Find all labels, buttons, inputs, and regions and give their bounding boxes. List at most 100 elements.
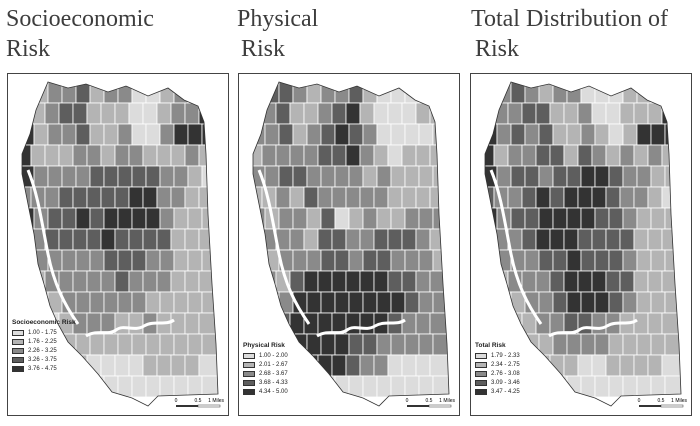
tract-class-3 <box>485 228 495 251</box>
tract-class-4 <box>348 123 364 146</box>
tract-class-2 <box>432 82 449 104</box>
tract-class-1 <box>580 375 596 398</box>
tract-class-2 <box>647 186 663 209</box>
tract-class-5 <box>538 207 554 230</box>
tract-class-2 <box>103 123 119 146</box>
tract-class-3 <box>507 186 523 209</box>
tract-class-3 <box>142 270 158 293</box>
tract-class-5 <box>292 375 308 398</box>
tract-class-4 <box>348 82 364 104</box>
legend-label: 3.76 - 4.75 <box>28 365 57 372</box>
tract-class-4 <box>156 228 172 251</box>
tract-class-1 <box>577 354 593 377</box>
tract-class-3 <box>100 270 116 293</box>
tract-class-1 <box>114 354 130 377</box>
tract-class-1 <box>401 354 417 377</box>
title-line-2: Risk <box>6 36 51 62</box>
tract-class-5 <box>376 291 392 314</box>
tract-class-2 <box>647 312 663 335</box>
legend-class-5: 3.76 - 4.75 <box>12 364 76 373</box>
map-frame-socioeconomic: Socioeconomic Risk 1.00 - 1.75 1.76 - 2.… <box>7 73 229 416</box>
tract-class-5 <box>594 165 610 188</box>
tract-class-2 <box>33 375 49 398</box>
tract-class-5 <box>317 354 333 377</box>
tract-class-4 <box>362 249 378 272</box>
legend-label: 2.68 - 3.67 <box>259 370 288 377</box>
choropleth-map-total <box>484 81 682 407</box>
tract-class-1 <box>387 144 403 167</box>
tract-class-4 <box>86 186 102 209</box>
tract-class-5 <box>22 207 35 230</box>
tract-class-3 <box>289 228 305 251</box>
tract-class-2 <box>30 144 46 167</box>
tract-class-3 <box>131 291 147 314</box>
tract-class-3 <box>622 249 638 272</box>
tract-class-1 <box>131 82 147 104</box>
tract-class-2 <box>184 228 200 251</box>
tract-class-4 <box>580 249 596 272</box>
tract-class-3 <box>159 207 175 230</box>
tract-class-3 <box>418 207 434 230</box>
tract-class-3 <box>44 102 60 125</box>
tract-class-4 <box>320 207 336 230</box>
tract-class-2 <box>348 207 364 230</box>
tract-class-1 <box>376 123 392 146</box>
legend-swatch <box>12 356 24 363</box>
legend-total: Total Risk 1.79 - 2.33 2.34 - 2.75 2.76 … <box>475 342 520 396</box>
tract-class-4 <box>373 228 389 251</box>
tract-class-3 <box>622 207 638 230</box>
tract-class-3 <box>159 249 175 272</box>
tract-class-3 <box>184 102 200 125</box>
tract-class-3 <box>619 186 635 209</box>
tract-class-3 <box>507 144 523 167</box>
tract-class-2 <box>264 249 280 272</box>
tract-class-1 <box>580 82 596 104</box>
tract-class-2 <box>650 333 666 356</box>
tract-class-3 <box>173 82 189 104</box>
scale-bar-total: 0 0.5 1 Miles <box>638 398 687 408</box>
tract-class-3 <box>47 82 63 104</box>
legend-label: 3.47 - 4.25 <box>491 388 520 395</box>
tract-class-3 <box>145 249 161 272</box>
tract-class-2 <box>184 270 200 293</box>
tract-class-2 <box>170 228 186 251</box>
tract-class-2 <box>401 186 417 209</box>
tract-class-4 <box>605 228 621 251</box>
tract-class-5 <box>580 207 596 230</box>
legend-label: 2.76 - 3.08 <box>491 370 520 377</box>
tract-class-2 <box>647 270 663 293</box>
tract-class-2 <box>100 102 116 125</box>
legend-class-3: 2.26 - 3.25 <box>12 346 76 355</box>
legend-label: 3.09 - 3.46 <box>491 379 520 386</box>
tract-class-3 <box>156 270 172 293</box>
tract-class-3 <box>159 165 175 188</box>
tract-class-3 <box>622 291 638 314</box>
tract-class-1 <box>198 354 218 377</box>
tract-class-3 <box>75 291 91 314</box>
tract-class-5 <box>303 354 319 377</box>
tract-class-4 <box>608 291 624 314</box>
tract-class-4 <box>47 207 63 230</box>
tract-class-4 <box>264 82 280 104</box>
tract-class-2 <box>198 186 218 209</box>
tract-class-2 <box>594 123 610 146</box>
tract-class-2 <box>390 207 406 230</box>
scale-tick-1: 1 Miles <box>208 398 224 404</box>
legend-class-2: 1.76 - 2.25 <box>12 337 76 346</box>
tract-class-2 <box>608 333 624 356</box>
tract-class-2 <box>184 354 200 377</box>
tract-class-2 <box>552 123 568 146</box>
tract-class-3 <box>524 82 540 104</box>
tract-class-5 <box>345 270 361 293</box>
scale-bar-segment <box>428 404 452 408</box>
tract-class-1 <box>142 102 158 125</box>
tract-class-5 <box>566 249 582 272</box>
tract-class-3 <box>275 186 291 209</box>
tract-class-2 <box>173 333 189 356</box>
tract-class-4 <box>334 249 350 272</box>
tract-class-2 <box>650 249 666 272</box>
tract-class-2 <box>128 312 144 335</box>
tract-class-1 <box>387 102 403 125</box>
legend-label: 1.00 - 2.00 <box>259 352 288 359</box>
tract-class-2 <box>114 102 130 125</box>
